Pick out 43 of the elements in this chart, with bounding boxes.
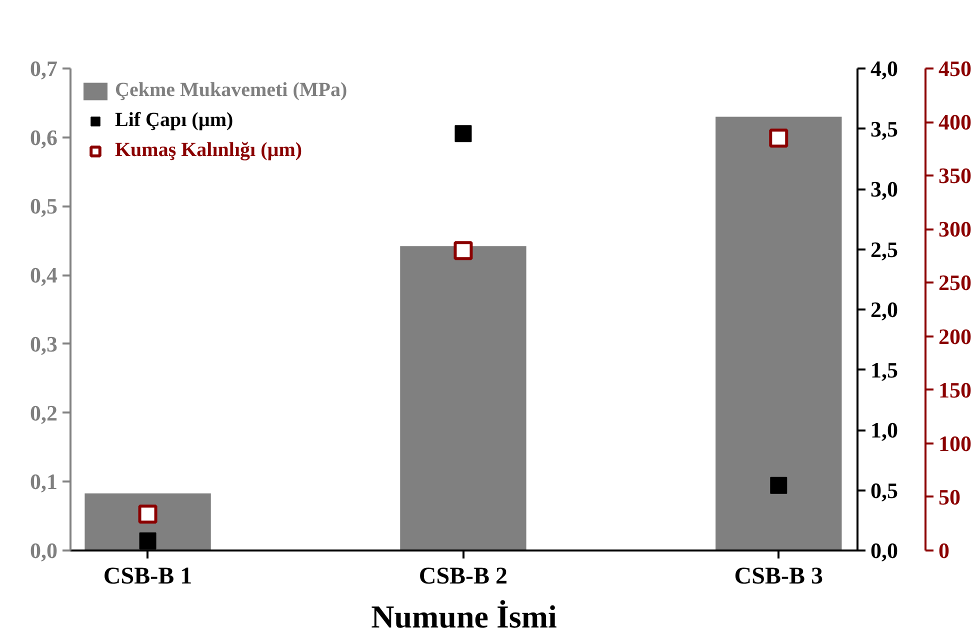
y2-tick-label: 0,0 [870, 538, 898, 563]
x-tick-label: CSB-B 3 [734, 564, 823, 590]
point [454, 125, 472, 142]
y3-tick-label: 200 [938, 324, 972, 349]
y2-tick-label: 4,0 [870, 56, 898, 81]
point [454, 241, 473, 260]
bar [400, 246, 526, 550]
legend-label: Çekme Mukavemeti (MPa) [115, 79, 348, 102]
y3-tick-label: 400 [938, 110, 972, 135]
legend-label: Lif Çapı (µm) [115, 109, 234, 132]
y2-tick-label: 2,5 [870, 236, 898, 262]
y-tick-label: 0,7 [30, 56, 58, 81]
y3-tick-label: 0 [938, 538, 950, 563]
y-tick-label: 0,1 [30, 469, 58, 494]
legend-label: Kumaş Kalınlığı (µm) [115, 139, 302, 162]
y2-tick-label: 1,0 [870, 418, 898, 442]
y-tick-label: 0,6 [30, 124, 58, 150]
point [770, 476, 788, 494]
y3-tick-label: 450 [938, 56, 972, 81]
y2-tick-label: 3,0 [870, 176, 898, 202]
x-axis-title: Numune İsmi [371, 598, 558, 634]
y3-tick-label: 350 [938, 163, 972, 188]
point [139, 532, 156, 550]
point [138, 504, 158, 524]
y2-tick-label: 2,0 [870, 297, 898, 322]
x-tick-label: CSB-B 1 [103, 564, 192, 590]
point [769, 128, 788, 148]
y3-tick-label: 150 [938, 377, 972, 402]
y2-tick-label: 3,5 [870, 116, 898, 142]
y3-tick-label: 50 [938, 484, 960, 510]
y2-tick-label: 0,5 [870, 478, 898, 503]
y3-tick-label: 250 [938, 270, 972, 296]
bar [84, 493, 211, 550]
y-tick-label: 0,0 [30, 538, 58, 563]
bar [716, 116, 842, 550]
y-tick-label: 0,2 [30, 400, 58, 426]
y-tick-label: 0,4 [30, 262, 58, 288]
y3-tick-label: 300 [938, 216, 972, 242]
y2-tick-label: 1,5 [870, 357, 898, 382]
y3-tick-label: 100 [938, 430, 972, 456]
x-tick-label: CSB-B 2 [418, 564, 508, 590]
y-tick-label: 0,3 [30, 331, 58, 356]
y-tick-label: 0,5 [30, 194, 58, 219]
